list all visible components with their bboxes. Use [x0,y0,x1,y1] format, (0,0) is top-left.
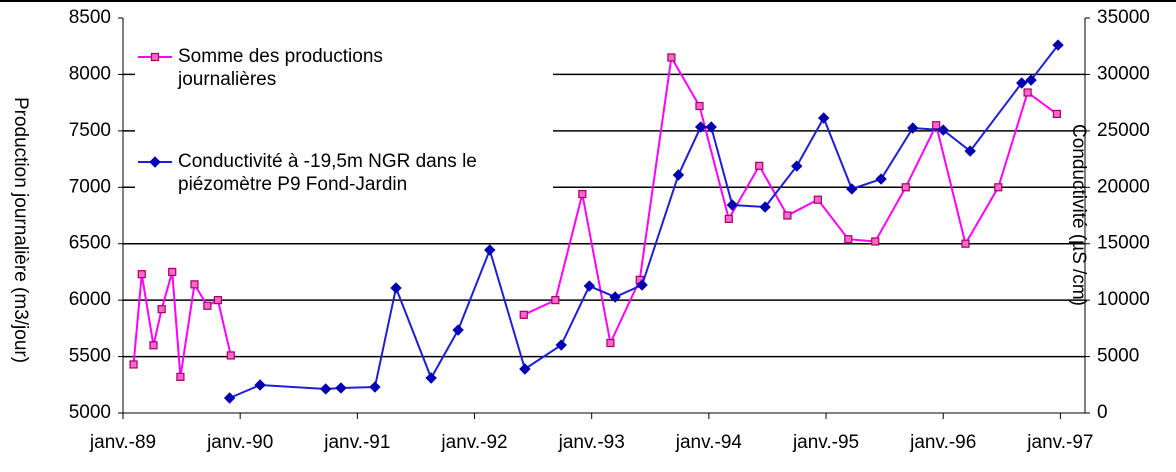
point [190,280,199,289]
y-axis-label: Production journalière (m3/jour) [10,97,31,363]
x-tick-label: janv.-93 [558,432,625,453]
point [320,383,332,395]
point [1025,74,1037,86]
y-tick-label: 8000 [69,63,111,84]
point [335,382,347,394]
point [705,121,717,133]
point [672,169,685,181]
point [203,301,212,310]
point [583,280,596,292]
point [724,214,733,223]
y2-tick-label: 20000 [1097,176,1150,197]
point [1052,109,1061,119]
y2-tick-label: 10000 [1097,289,1150,310]
point [844,235,853,244]
point [907,122,919,134]
point [726,199,739,211]
point [129,360,138,369]
x-tick-label: janv.-91 [323,432,390,453]
point [551,296,560,305]
y-tick-label: 6500 [69,233,111,254]
y-tick-label: 7000 [69,176,111,197]
point [176,372,185,381]
point [636,279,648,291]
point [157,305,166,314]
point [759,201,771,213]
point [168,267,177,277]
x-tick-label: janv.-97 [1026,432,1093,453]
point [369,381,381,393]
x-tick-label: janv.-90 [206,432,273,453]
point [964,145,976,157]
y-tick-label: 8500 [69,7,111,28]
legend-box [135,30,553,215]
y2-tick-label: 5000 [1097,346,1139,367]
point [484,244,496,256]
point [254,379,266,391]
point [223,392,236,404]
point [137,270,146,279]
point [519,363,531,375]
point [695,101,704,111]
point [555,339,567,351]
legend-marker [149,156,161,168]
legend-marker [150,52,160,62]
point [609,291,621,303]
point [667,53,676,62]
y2-tick-label: 0 [1097,402,1108,423]
point [932,121,941,130]
y-tick-label: 6000 [69,289,111,310]
point [226,351,235,360]
point [149,341,158,350]
y2-tick-label: 35000 [1097,7,1150,28]
point [755,161,764,170]
y-tick-label: 7500 [69,120,111,141]
y-tick-label: 5500 [69,346,111,367]
x-tick-label: janv.-96 [909,432,976,453]
point [452,324,464,336]
point [1052,39,1064,51]
point [813,195,822,204]
x-tick-label: janv.-92 [440,432,507,453]
point [1016,77,1028,89]
x-tick-label: janv.-94 [675,432,743,453]
y-tick-label: 5000 [69,402,111,423]
legend-label: Somme des productions journalières [178,46,383,90]
point [606,338,615,348]
y2-axis-label: Conductivité (µS /cm) [1068,124,1089,306]
point [791,160,803,172]
legend-label: Conductivité à -19,5m NGR dans le piézom… [178,151,477,195]
point [961,239,970,248]
x-tick-label: janv.-95 [792,432,859,453]
point [937,124,949,136]
point [390,282,402,294]
point [578,189,587,199]
point [875,173,887,185]
y2-tick-label: 15000 [1097,233,1150,254]
point [846,183,858,195]
point [213,296,223,305]
point [817,112,830,124]
x-tick-label: janv.-89 [89,432,156,453]
point [1023,88,1032,97]
point [901,183,910,192]
point [783,211,792,220]
point [871,237,880,246]
point [425,372,437,384]
y2-tick-label: 25000 [1097,120,1150,141]
point [519,310,528,319]
point [694,121,707,133]
y2-tick-label: 30000 [1097,63,1150,84]
point [994,183,1003,192]
